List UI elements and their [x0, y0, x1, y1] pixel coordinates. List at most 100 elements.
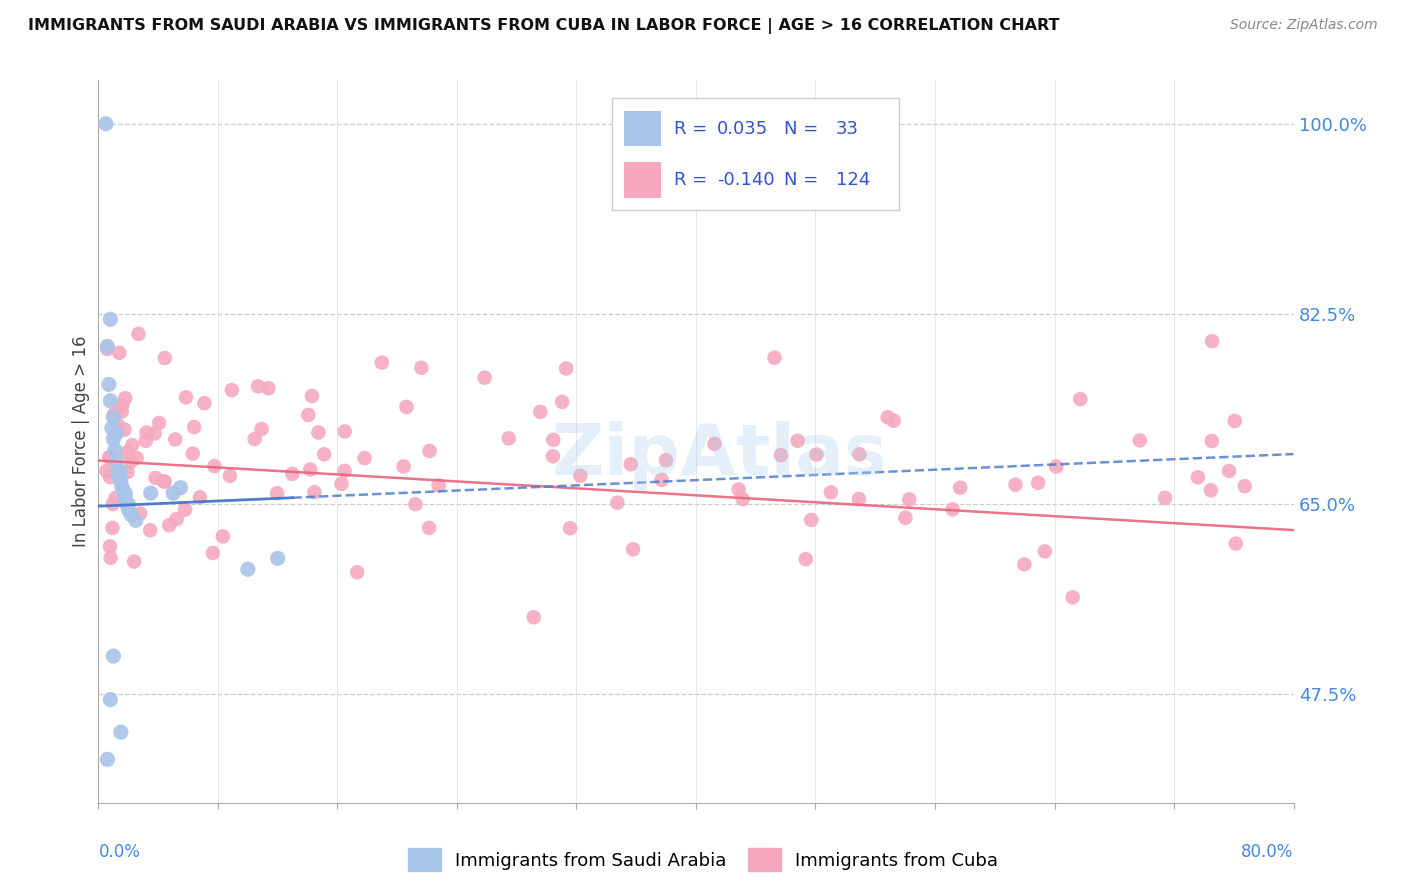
- Point: [498, 431, 520, 445]
- Point: [876, 410, 898, 425]
- Point: [117, 497, 139, 511]
- Point: [392, 459, 415, 474]
- Point: [166, 512, 188, 526]
- Point: [103, 649, 125, 664]
- Point: [1045, 459, 1067, 474]
- Point: [104, 442, 127, 457]
- Point: [949, 481, 972, 495]
- Point: [105, 453, 128, 467]
- Point: [107, 417, 129, 432]
- Point: [165, 433, 187, 447]
- Point: [281, 467, 304, 481]
- Point: [139, 486, 162, 500]
- Point: [103, 432, 125, 446]
- Point: [112, 486, 135, 500]
- Point: [110, 464, 132, 478]
- Point: [145, 471, 167, 485]
- Point: [1233, 479, 1256, 493]
- Point: [806, 448, 828, 462]
- Point: [529, 405, 551, 419]
- Legend: Immigrants from Saudi Arabia, Immigrants from Cuba: Immigrants from Saudi Arabia, Immigrants…: [401, 841, 1005, 879]
- Point: [304, 485, 326, 500]
- Point: [105, 426, 128, 441]
- Point: [193, 396, 215, 410]
- Point: [727, 483, 749, 497]
- Point: [1129, 434, 1152, 448]
- Point: [96, 342, 118, 356]
- Point: [221, 383, 243, 397]
- Point: [98, 312, 122, 326]
- Point: [246, 379, 269, 393]
- Point: [620, 458, 643, 472]
- Point: [97, 377, 120, 392]
- Point: [127, 326, 149, 341]
- Point: [114, 491, 136, 506]
- Point: [202, 459, 225, 474]
- Point: [898, 492, 921, 507]
- Point: [110, 725, 132, 739]
- Point: [108, 465, 131, 479]
- Point: [1223, 414, 1246, 428]
- Point: [820, 485, 842, 500]
- Point: [174, 390, 197, 404]
- Point: [96, 752, 118, 766]
- Point: [1218, 464, 1240, 478]
- Point: [201, 546, 224, 560]
- Point: [267, 551, 290, 566]
- Point: [1033, 544, 1056, 558]
- Point: [117, 502, 139, 516]
- Point: [606, 495, 628, 509]
- Point: [162, 486, 184, 500]
- Point: [96, 464, 118, 478]
- Point: [101, 521, 124, 535]
- Point: [111, 404, 134, 418]
- Point: [651, 473, 673, 487]
- Point: [139, 523, 162, 537]
- Point: [333, 464, 356, 478]
- Point: [418, 521, 440, 535]
- Point: [125, 513, 148, 527]
- Y-axis label: In Labor Force | Age > 16: In Labor Force | Age > 16: [72, 335, 90, 548]
- Point: [108, 346, 131, 360]
- Point: [314, 447, 336, 461]
- Text: 0.0%: 0.0%: [98, 843, 141, 861]
- Point: [122, 554, 145, 568]
- Point: [181, 447, 204, 461]
- Point: [211, 529, 233, 543]
- Point: [94, 117, 117, 131]
- Point: [114, 391, 136, 405]
- Point: [111, 481, 134, 495]
- Point: [115, 497, 138, 511]
- Point: [169, 481, 191, 495]
- Point: [297, 408, 319, 422]
- Point: [174, 502, 197, 516]
- Point: [894, 510, 917, 524]
- Point: [769, 448, 792, 462]
- Point: [1187, 470, 1209, 484]
- Point: [411, 360, 433, 375]
- Point: [569, 468, 592, 483]
- Point: [942, 502, 965, 516]
- Point: [121, 438, 143, 452]
- Point: [103, 410, 125, 425]
- Point: [135, 434, 157, 448]
- Point: [1225, 536, 1247, 550]
- Point: [98, 450, 121, 465]
- Point: [152, 475, 174, 489]
- Point: [96, 339, 118, 353]
- Point: [800, 513, 823, 527]
- Point: [786, 434, 808, 448]
- Point: [98, 450, 121, 465]
- Point: [731, 492, 754, 507]
- Point: [848, 447, 870, 461]
- Point: [108, 470, 131, 484]
- Point: [98, 692, 122, 706]
- Point: [551, 395, 574, 409]
- Point: [307, 425, 329, 440]
- Point: [266, 486, 288, 500]
- Point: [1199, 483, 1222, 498]
- Point: [101, 497, 124, 511]
- Point: [183, 420, 205, 434]
- Point: [621, 542, 644, 557]
- Text: Source: ZipAtlas.com: Source: ZipAtlas.com: [1230, 18, 1378, 32]
